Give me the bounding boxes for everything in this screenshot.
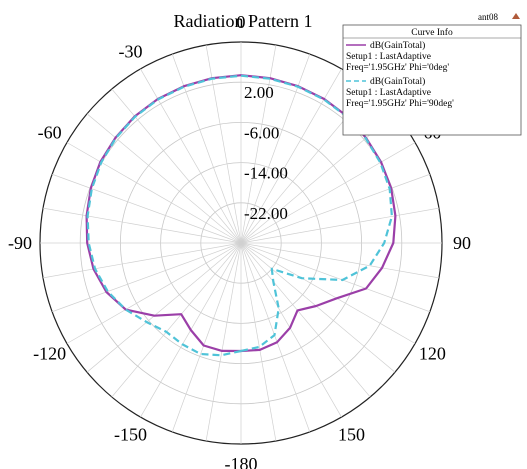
series-layer — [85, 74, 397, 357]
grid-spoke — [111, 242, 242, 398]
radial-tick-label: -14.00 — [244, 164, 288, 183]
grid-spoke — [52, 242, 242, 313]
radial-tick-label: -22.00 — [244, 204, 288, 223]
series-line-1 — [85, 74, 397, 353]
grid-spoke — [111, 88, 242, 244]
grid-spoke — [240, 242, 440, 279]
legend-entry-1-line-2: Setup1 : LastAdaptive — [346, 52, 431, 62]
marker-triangle-icon — [512, 13, 520, 19]
angle-tick-label: -150 — [114, 424, 147, 444]
legend: Curve Info dB(GainTotal) Setup1 : LastAd… — [342, 24, 522, 136]
grid-spoke — [140, 68, 242, 244]
angle-tick-label: 150 — [338, 424, 365, 444]
grid-spoke — [240, 207, 440, 244]
grid-spoke — [240, 242, 277, 442]
radial-tick-label: -6.00 — [244, 123, 279, 142]
grid-spoke — [240, 242, 371, 398]
grid-spoke — [240, 242, 416, 344]
angle-tick-label: 0 — [237, 12, 246, 32]
grid-spoke — [240, 173, 430, 244]
angle-tick-label: -180 — [225, 454, 258, 469]
legend-entry-1-line-1: dB(GainTotal) — [370, 40, 425, 51]
chart-tag: ant08 — [478, 12, 498, 22]
grid-spoke — [240, 242, 396, 373]
grid-spoke — [240, 68, 342, 244]
radial-tick-label: 2.00 — [244, 83, 274, 102]
grid-spoke — [240, 242, 311, 432]
grid-spoke — [240, 142, 416, 244]
grid-spoke — [66, 242, 242, 344]
angle-tick-label: 120 — [419, 344, 446, 364]
angle-tick-label: -90 — [8, 233, 32, 253]
legend-entry-2-line-1: dB(GainTotal) — [370, 76, 425, 87]
angle-tick-label: -120 — [33, 344, 66, 364]
grid-spoke — [86, 113, 242, 244]
angle-tick-label: -30 — [119, 42, 143, 62]
grid-spoke — [66, 142, 242, 244]
grid-spoke — [42, 242, 242, 279]
legend-entry-2-line-2: Setup1 : LastAdaptive — [346, 88, 431, 98]
series-line-2 — [86, 74, 393, 357]
grid-spoke — [240, 242, 342, 418]
grid-spoke — [171, 242, 242, 432]
legend-entry-2-line-3: Freq='1.95GHz' Phi='90deg' — [346, 99, 454, 109]
grid-spoke — [240, 242, 430, 313]
legend-entry-1-line-3: Freq='1.95GHz' Phi='0deg' — [346, 63, 449, 73]
chart-title: Radiation Pattern 1 — [174, 11, 313, 31]
angle-tick-label: -60 — [38, 123, 62, 143]
angle-tick-label: 90 — [453, 233, 471, 253]
grid-spoke — [86, 242, 242, 373]
grid-spoke — [205, 242, 242, 442]
radial-tick-labels: 2.00 -6.00 -14.00 -22.00 — [244, 83, 288, 223]
grid-spoke — [52, 173, 242, 244]
legend-title: Curve Info — [411, 27, 453, 38]
legend-box — [342, 24, 522, 136]
grid-spoke — [42, 207, 242, 244]
